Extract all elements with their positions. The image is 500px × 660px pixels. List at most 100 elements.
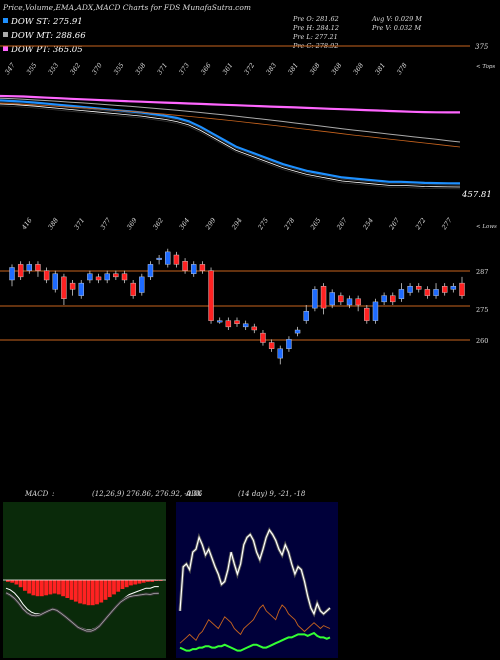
ema-band bbox=[0, 101, 461, 186]
dow-st-label: DOW ST: 275.91 bbox=[10, 17, 83, 27]
macd-bar bbox=[56, 580, 61, 595]
candle-body bbox=[69, 282, 76, 290]
adx-series-2 bbox=[179, 631, 331, 652]
ema-band bbox=[0, 105, 461, 190]
macd-bar bbox=[90, 580, 95, 606]
macd-bar bbox=[73, 580, 78, 602]
ema-lines bbox=[0, 94, 461, 190]
macd-bar bbox=[116, 580, 121, 592]
chart-title: Price,Volume,EMA,ADX,MACD Charts for FDS… bbox=[2, 3, 251, 12]
macd-bar bbox=[6, 580, 10, 582]
candle-body bbox=[286, 339, 292, 349]
ema-series-2 bbox=[0, 99, 461, 185]
candle-body bbox=[9, 267, 15, 281]
top-level-label: 375 bbox=[475, 43, 489, 51]
macd-bar bbox=[107, 580, 112, 598]
macd-bar bbox=[133, 580, 138, 585]
pre-low: Pre L: 277.21 bbox=[292, 33, 338, 41]
avg-volume: Avg V: 0.029 M bbox=[371, 15, 422, 23]
candle-body bbox=[61, 276, 67, 299]
adx-lines bbox=[178, 526, 332, 652]
ema-panel: 375 < Tops 347 355 353 362 370 355 358 371 373 36… bbox=[0, 43, 495, 200]
macd-bar bbox=[103, 580, 108, 600]
candle-body bbox=[242, 323, 249, 328]
dow-pt-swatch bbox=[3, 46, 8, 51]
candle-body bbox=[113, 273, 119, 278]
macd-bar bbox=[154, 580, 159, 581]
macd-bar bbox=[35, 580, 40, 597]
macd-bar bbox=[158, 580, 163, 581]
candle-body bbox=[260, 332, 266, 343]
level-label-275: 275 bbox=[476, 306, 488, 314]
candle-body bbox=[390, 295, 396, 303]
level-label-260: 260 bbox=[476, 337, 488, 345]
adx-params: (14 day) 9, -21, -18 bbox=[238, 490, 306, 498]
dow-mt-label: DOW MT: 288.66 bbox=[10, 31, 86, 41]
macd-bar bbox=[146, 580, 150, 582]
macd-bar bbox=[44, 580, 49, 596]
candle-body bbox=[216, 320, 223, 323]
macd-bar bbox=[14, 580, 19, 585]
macd-lines bbox=[5, 586, 159, 633]
macd-bar bbox=[52, 580, 57, 594]
adx-series-0 bbox=[179, 528, 331, 616]
macd-bar bbox=[65, 580, 70, 598]
candles bbox=[9, 248, 465, 365]
candle-body bbox=[459, 282, 465, 296]
adx-title: ADX bbox=[185, 490, 203, 498]
candle-body bbox=[147, 264, 154, 278]
candle-body bbox=[104, 273, 110, 281]
tops-note: < Tops bbox=[476, 64, 495, 70]
candle-body bbox=[398, 289, 405, 299]
macd-panel: MACD : (12,26,9) 276.86, 276.92, -0.06 bbox=[3, 490, 203, 658]
candle-body bbox=[52, 273, 58, 290]
candle-body bbox=[441, 286, 448, 293]
candle-body bbox=[234, 320, 240, 324]
macd-bar bbox=[112, 580, 116, 595]
candle-body bbox=[416, 286, 422, 290]
candle-body bbox=[87, 273, 93, 281]
candle-body bbox=[95, 276, 102, 281]
pre-high: Pre H: 284.12 bbox=[292, 24, 339, 32]
candle-body bbox=[372, 301, 379, 321]
candle-body bbox=[338, 295, 344, 303]
adx-panel: ADX (14 day) 9, -21, -18 bbox=[176, 490, 338, 658]
dow-st-swatch bbox=[3, 18, 8, 23]
lows-note: < Lows bbox=[476, 224, 497, 230]
candle-body bbox=[268, 342, 275, 349]
candle-body bbox=[208, 270, 214, 321]
candle-body bbox=[139, 276, 145, 293]
candle-body bbox=[17, 264, 24, 278]
candle-body bbox=[355, 298, 361, 306]
macd-params: (12,26,9) 276.86, 276.92, -0.06 bbox=[92, 490, 203, 498]
macd-signal-line bbox=[5, 592, 159, 632]
candle-body bbox=[43, 270, 50, 281]
macd-bar bbox=[86, 580, 91, 606]
candle-body bbox=[251, 326, 258, 331]
dow-pt-label: DOW PT: 365.05 bbox=[10, 45, 83, 55]
candle-body bbox=[156, 257, 162, 260]
candle-body bbox=[294, 329, 301, 334]
candle-body bbox=[225, 320, 232, 328]
macd-bars bbox=[3, 579, 166, 606]
candle-body bbox=[381, 295, 387, 303]
macd-bar bbox=[61, 580, 65, 597]
macd-bar bbox=[137, 580, 142, 584]
macd-bar bbox=[99, 580, 104, 603]
macd-bar bbox=[82, 580, 87, 605]
macd-bar bbox=[120, 580, 125, 589]
macd-colon: : bbox=[52, 490, 54, 498]
ema-band-orange bbox=[0, 102, 461, 148]
candle-body bbox=[346, 298, 353, 306]
macd-bar bbox=[69, 580, 74, 600]
dow-legend: DOW ST: 275.91 DOW MT: 288.66 DOW PT: 36… bbox=[3, 17, 86, 55]
dow-mt-swatch bbox=[3, 32, 8, 37]
macd-bar bbox=[141, 580, 146, 583]
ema-band bbox=[0, 103, 461, 188]
candle-body bbox=[78, 282, 84, 296]
macd-bar bbox=[18, 580, 23, 588]
candle-body bbox=[303, 311, 309, 321]
macd-title: MACD bbox=[24, 490, 49, 498]
level-label-287: 287 bbox=[476, 268, 488, 276]
candle-body bbox=[182, 261, 188, 271]
